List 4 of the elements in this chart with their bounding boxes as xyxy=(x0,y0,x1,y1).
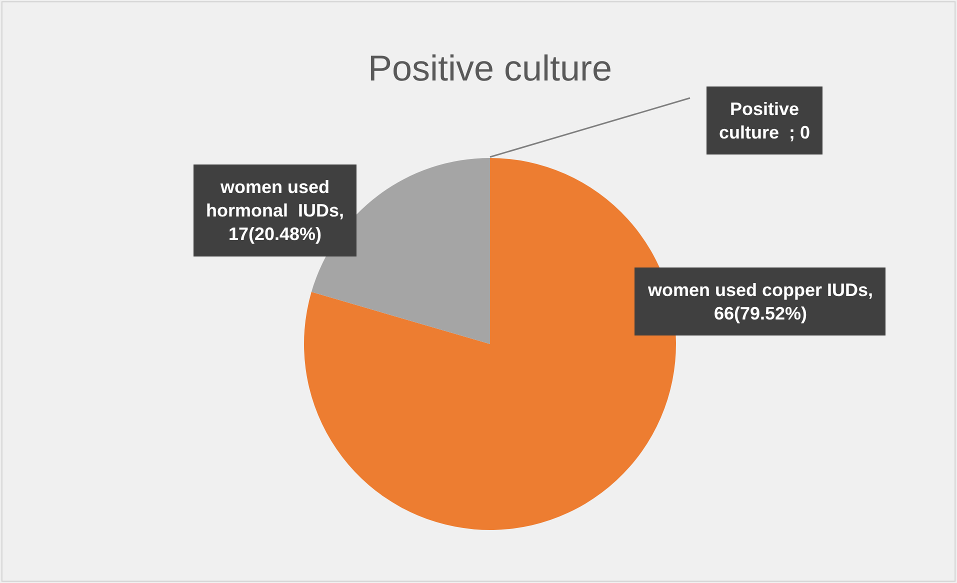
slice-label: women used copper IUDs, 66(79.52%) xyxy=(647,280,874,324)
slice-label: women used hormonal IUDs, 17(20.48%) xyxy=(206,177,344,244)
chart-title: Positive culture xyxy=(368,48,612,89)
category-label: Positive culture ; 0 xyxy=(719,99,810,142)
